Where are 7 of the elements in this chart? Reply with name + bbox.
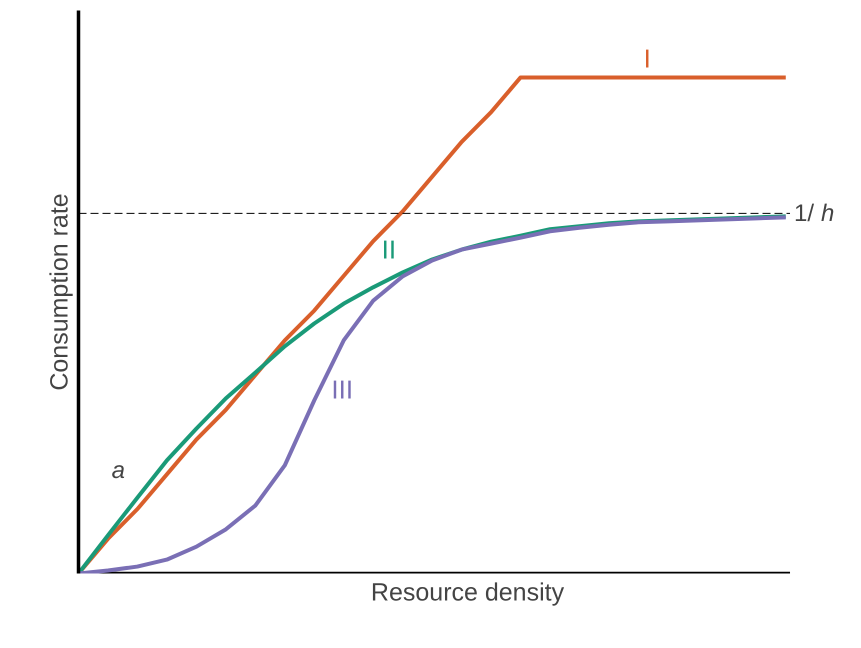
x-axis-title: Resource density xyxy=(370,578,565,606)
series-label: III xyxy=(331,374,354,405)
series-label: II xyxy=(382,234,396,264)
ref-line-label: 1/h xyxy=(794,200,834,227)
annotation: a xyxy=(112,457,125,484)
y-axis-title: Consumption rate xyxy=(46,193,74,391)
series-label: I xyxy=(644,43,651,74)
